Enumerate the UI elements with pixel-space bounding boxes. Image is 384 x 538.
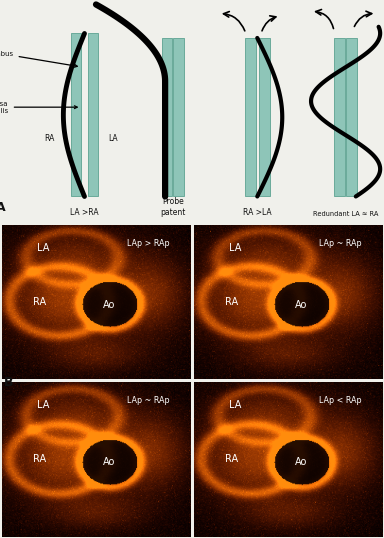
Text: Ao: Ao (103, 300, 115, 310)
Text: A: A (0, 201, 6, 214)
Bar (173, 38, 184, 196)
Text: LAp > RAp: LAp > RAp (127, 239, 170, 247)
Bar (334, 38, 345, 196)
Text: RA: RA (45, 134, 55, 143)
Text: LA: LA (229, 400, 242, 410)
Text: B: B (4, 376, 13, 389)
Text: LA >RA: LA >RA (70, 208, 99, 217)
Text: LA: LA (37, 400, 50, 410)
Text: RA: RA (225, 454, 238, 464)
Bar (245, 38, 256, 196)
Text: LAp < RAp: LAp < RAp (319, 396, 362, 405)
Text: LAp ~ RAp: LAp ~ RAp (319, 239, 362, 247)
Text: RA: RA (225, 297, 238, 307)
Text: Ao: Ao (103, 457, 115, 468)
Text: RA: RA (33, 454, 46, 464)
Text: LA: LA (229, 243, 242, 253)
Text: Ao: Ao (295, 300, 307, 310)
Bar (71, 33, 81, 196)
Text: Limbus: Limbus (0, 51, 77, 67)
Text: Ao: Ao (295, 457, 307, 468)
Text: Fossa
ovalis: Fossa ovalis (0, 101, 77, 114)
Text: Redundant LA ≈ RA: Redundant LA ≈ RA (313, 210, 378, 217)
Bar (88, 33, 98, 196)
Bar (259, 38, 270, 196)
Text: Probe
patent: Probe patent (160, 197, 185, 217)
Text: LA: LA (108, 134, 118, 143)
Text: RA: RA (33, 297, 46, 307)
Text: RA >LA: RA >LA (243, 208, 271, 217)
Text: LA: LA (37, 243, 50, 253)
Bar (346, 38, 357, 196)
Bar (162, 38, 172, 196)
Text: LAp ~ RAp: LAp ~ RAp (127, 396, 170, 405)
